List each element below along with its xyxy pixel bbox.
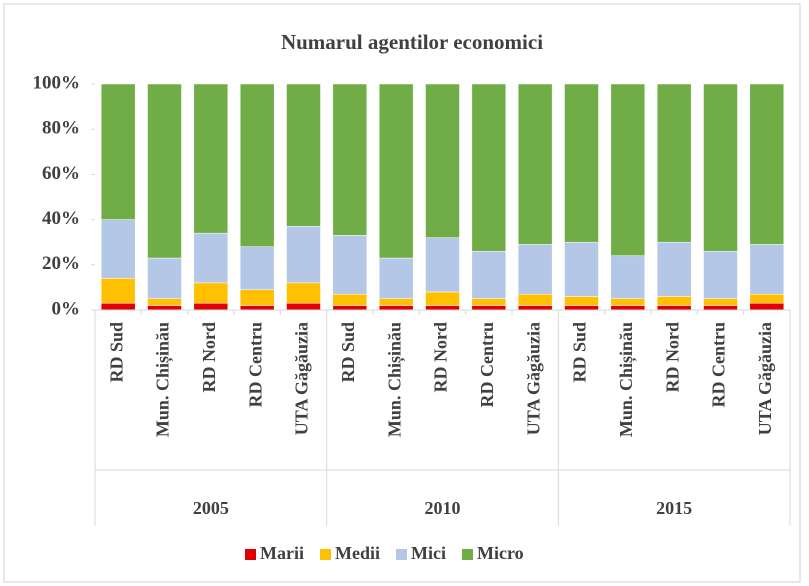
x-tick-label: UTA Găgăuzia	[292, 322, 312, 435]
bar-segment	[147, 298, 182, 306]
bar-segment	[193, 83, 229, 234]
chart-title: Numarul agentilor economici	[281, 30, 543, 54]
bar-segment	[332, 305, 368, 311]
bar-segment	[610, 305, 646, 311]
x-tick-label: Mun. Chișinău	[153, 322, 174, 437]
bar-segment	[656, 296, 692, 306]
bar-segment	[703, 298, 738, 306]
bar-segment	[239, 83, 275, 247]
y-tick-label: 0%	[52, 298, 81, 319]
x-tick-label: RD Nord	[199, 322, 219, 393]
bar-segment	[610, 255, 646, 299]
bar-segment	[332, 83, 368, 236]
bar-segment	[564, 305, 599, 311]
bar-segment	[239, 246, 275, 290]
bar-segment	[193, 282, 229, 304]
bar-segment	[656, 305, 692, 311]
bar-segment	[471, 83, 507, 252]
legend-swatch	[319, 549, 331, 560]
bar-segment	[656, 241, 692, 297]
bar-segment	[332, 235, 368, 295]
bar-segment	[517, 293, 553, 306]
x-tick-label: Mun. Chișinău	[616, 322, 637, 437]
group-label: 2005	[193, 498, 229, 518]
x-tick-label: RD Centru	[477, 322, 497, 408]
bar-segment	[517, 83, 553, 245]
y-tick-label: 60%	[42, 163, 80, 184]
group-label: 2010	[425, 498, 461, 518]
bar-segment	[147, 83, 182, 259]
bar-segment	[425, 83, 460, 238]
bar-segment	[471, 250, 507, 299]
bar-segment	[100, 302, 136, 311]
bar-segment	[610, 298, 646, 306]
x-tick-label: RD Nord	[431, 322, 451, 393]
x-tick-label: RD Nord	[662, 322, 682, 393]
bar-segment	[471, 305, 507, 311]
x-tick-label: UTA Găgăuzia	[523, 322, 543, 435]
bar-segment	[425, 237, 460, 293]
bar-segment	[332, 293, 368, 306]
bar-segment	[147, 257, 182, 299]
bar-segment	[193, 302, 229, 311]
bar-segment	[193, 232, 229, 284]
legend-swatch	[461, 549, 473, 560]
bar-segment	[239, 289, 275, 306]
y-tick-label: 40%	[42, 208, 80, 229]
x-tick-label: RD Sud	[106, 322, 126, 383]
bar-segment	[749, 293, 785, 304]
bar-segment	[610, 83, 646, 257]
bar-segment	[378, 298, 414, 306]
bar-segment	[100, 278, 136, 304]
bar-segment	[517, 305, 553, 311]
bar-segment	[703, 83, 738, 252]
x-tick-label: RD Centru	[709, 322, 729, 408]
bar-segment	[564, 296, 599, 306]
bar-segment	[749, 302, 785, 311]
bar-segment	[564, 241, 599, 297]
bar-segment	[749, 83, 785, 245]
bar-segment	[378, 305, 414, 311]
legend-swatch	[395, 549, 407, 560]
legend-label: Micro	[477, 543, 524, 563]
bar-segment	[703, 250, 738, 299]
bar-segment	[656, 83, 692, 243]
bar-segment	[425, 305, 460, 311]
bar-segment	[286, 282, 321, 304]
bar-segment	[517, 244, 553, 295]
x-tick-label: UTA Găgăuzia	[755, 322, 775, 435]
legend-label: Medii	[335, 543, 380, 563]
legend-swatch	[245, 549, 256, 560]
bar-segment	[425, 291, 460, 306]
bar-segment	[703, 305, 738, 311]
group-label: 2015	[656, 498, 692, 518]
bar-segment	[749, 244, 785, 295]
x-tick-label: RD Sud	[570, 322, 590, 383]
y-tick-label: 20%	[42, 253, 80, 274]
bar-segment	[286, 302, 321, 311]
bar-segment	[471, 298, 507, 306]
bar-segment	[378, 257, 414, 299]
bar-segment	[564, 83, 599, 243]
x-tick-label: RD Sud	[338, 322, 358, 383]
x-tick-label: RD Centru	[245, 322, 265, 408]
bar-segment	[286, 226, 321, 284]
x-tick-label: Mun. Chișinău	[384, 322, 405, 437]
legend-label: Marii	[260, 543, 304, 563]
bar-segment	[100, 83, 136, 220]
bar-segment	[239, 305, 275, 311]
bar-segment	[100, 219, 136, 279]
bar-segment	[147, 305, 182, 311]
y-tick-label: 100%	[33, 72, 81, 93]
y-tick-label: 80%	[42, 118, 80, 139]
legend-label: Mici	[411, 543, 446, 563]
bar-segment	[286, 83, 321, 227]
bar-segment	[378, 83, 414, 259]
